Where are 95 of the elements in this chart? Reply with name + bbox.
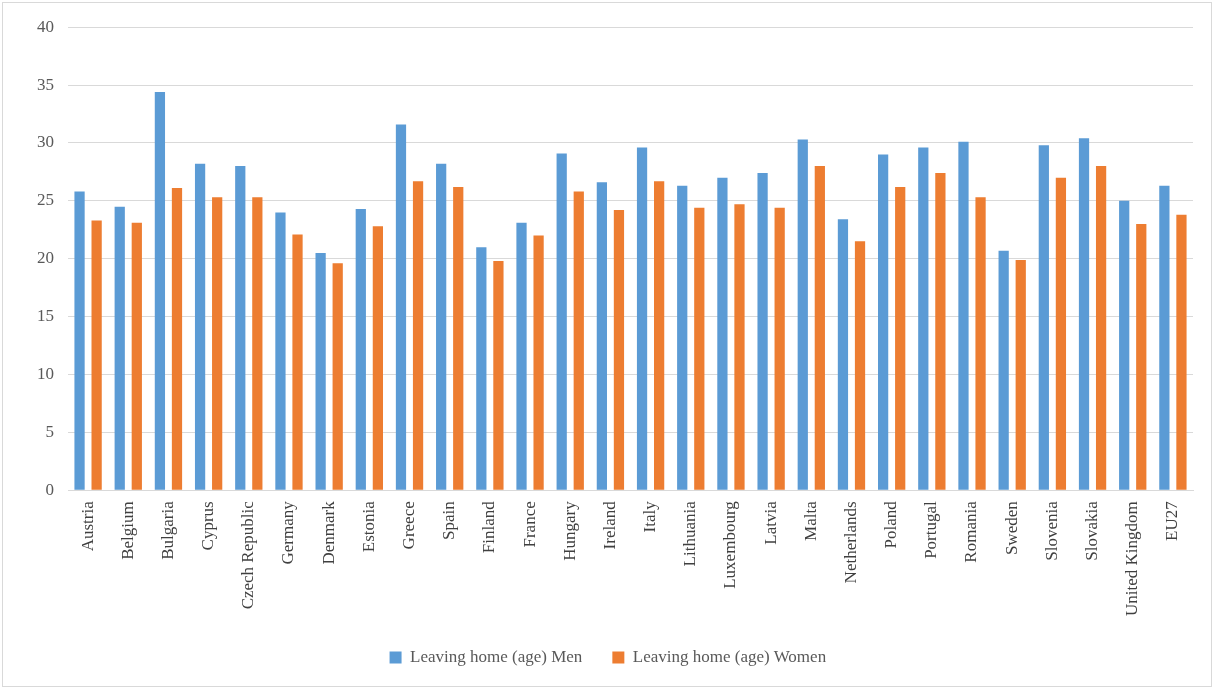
bar: [1159, 185, 1170, 490]
x-tick-label: Ireland: [599, 500, 619, 550]
y-tick-label: 35: [37, 74, 54, 94]
bar: [171, 188, 183, 490]
y-tick-label: 10: [37, 363, 54, 383]
bar: [837, 219, 849, 490]
x-tick-label: Italy: [640, 500, 660, 533]
bar: [453, 186, 464, 490]
bar: [235, 166, 246, 490]
x-tick-label: Austria: [77, 500, 97, 552]
bar: [315, 252, 326, 490]
x-tick-label: Poland: [881, 500, 901, 549]
x-tick-label: EU27: [1162, 500, 1182, 541]
bar: [1136, 224, 1147, 490]
x-tick-label: Spain: [439, 500, 459, 540]
y-tick-label: 20: [37, 248, 54, 268]
x-tick-label: Slovenia: [1041, 500, 1061, 561]
x-tick-label: France: [519, 501, 539, 548]
bar: [556, 153, 567, 490]
bar: [355, 208, 366, 490]
bar: [395, 124, 407, 490]
bar: [1078, 138, 1090, 490]
y-tick-label: 30: [37, 132, 54, 152]
x-tick-label: Czech Republic: [238, 500, 258, 610]
x-tick-label: Finland: [479, 500, 499, 554]
bar: [613, 210, 625, 490]
bar: [131, 222, 142, 490]
bar: [332, 263, 343, 490]
x-tick-label: Bulgaria: [157, 500, 177, 560]
bar: [717, 177, 728, 490]
bar: [292, 234, 303, 490]
x-tick-label: Sweden: [1001, 500, 1021, 556]
bar: [573, 191, 584, 490]
bar: [154, 92, 166, 490]
bar: [975, 197, 986, 490]
bar: [1095, 166, 1107, 490]
bar: [935, 173, 946, 490]
bar: [918, 147, 929, 490]
bar: [436, 163, 447, 490]
x-tick-label: Portugal: [921, 500, 941, 559]
bar: [854, 241, 866, 490]
x-tick-label: Romania: [961, 500, 981, 563]
y-tick-label: 40: [37, 16, 54, 36]
bar: [878, 154, 889, 490]
x-tick-label: Estonia: [358, 500, 378, 553]
x-tick-label: Lithuania: [680, 500, 700, 567]
bar: [533, 235, 544, 490]
bar: [114, 206, 125, 490]
bar: [476, 247, 487, 490]
y-tick-label: 0: [45, 479, 54, 499]
x-tick-label: Hungary: [559, 500, 579, 561]
bar: [74, 191, 85, 490]
x-tick-label: Latvia: [760, 500, 780, 545]
bar: [1038, 145, 1049, 490]
y-tick-label: 5: [45, 421, 54, 441]
bar: [677, 185, 688, 490]
bar: [252, 197, 263, 490]
bar: [516, 222, 527, 490]
x-tick-label: Slovakia: [1082, 500, 1102, 561]
bar: [493, 261, 504, 490]
bar: [895, 186, 906, 490]
x-tick-label: Luxembourg: [720, 500, 740, 589]
bar: [91, 220, 102, 490]
bar: [636, 147, 648, 490]
bar: [998, 250, 1009, 490]
bar: [1055, 177, 1067, 490]
x-tick-label: Greece: [398, 501, 418, 550]
bar: [596, 182, 607, 490]
bar: [194, 163, 206, 490]
bar: [654, 181, 665, 490]
bar: [694, 207, 705, 490]
bar: [757, 173, 768, 490]
bar: [412, 181, 424, 490]
y-tick-label: 25: [37, 190, 54, 210]
x-tick-label: Malta: [800, 500, 820, 541]
bar: [372, 226, 383, 490]
x-tick-label: Denmark: [318, 500, 338, 565]
bar: [958, 141, 969, 490]
bar: [774, 207, 785, 490]
x-tick-label: Netherlands: [840, 501, 860, 584]
x-tick-label: Belgium: [117, 501, 137, 560]
x-tick-label: Cyprus: [198, 501, 218, 551]
bar: [1119, 200, 1130, 490]
bar: [797, 139, 808, 490]
bar: [814, 166, 825, 490]
bar: [212, 197, 223, 490]
legend-label: Leaving home (age) Women: [632, 646, 827, 666]
bar: [275, 212, 286, 490]
bar: [1015, 259, 1026, 490]
y-tick-label: 15: [37, 306, 54, 326]
x-tick-label: United Kingdom: [1122, 501, 1142, 617]
bar: [734, 204, 745, 490]
bar: [1176, 214, 1187, 490]
legend-label: Leaving home (age) Men: [410, 646, 583, 666]
x-tick-label: Germany: [278, 500, 298, 565]
